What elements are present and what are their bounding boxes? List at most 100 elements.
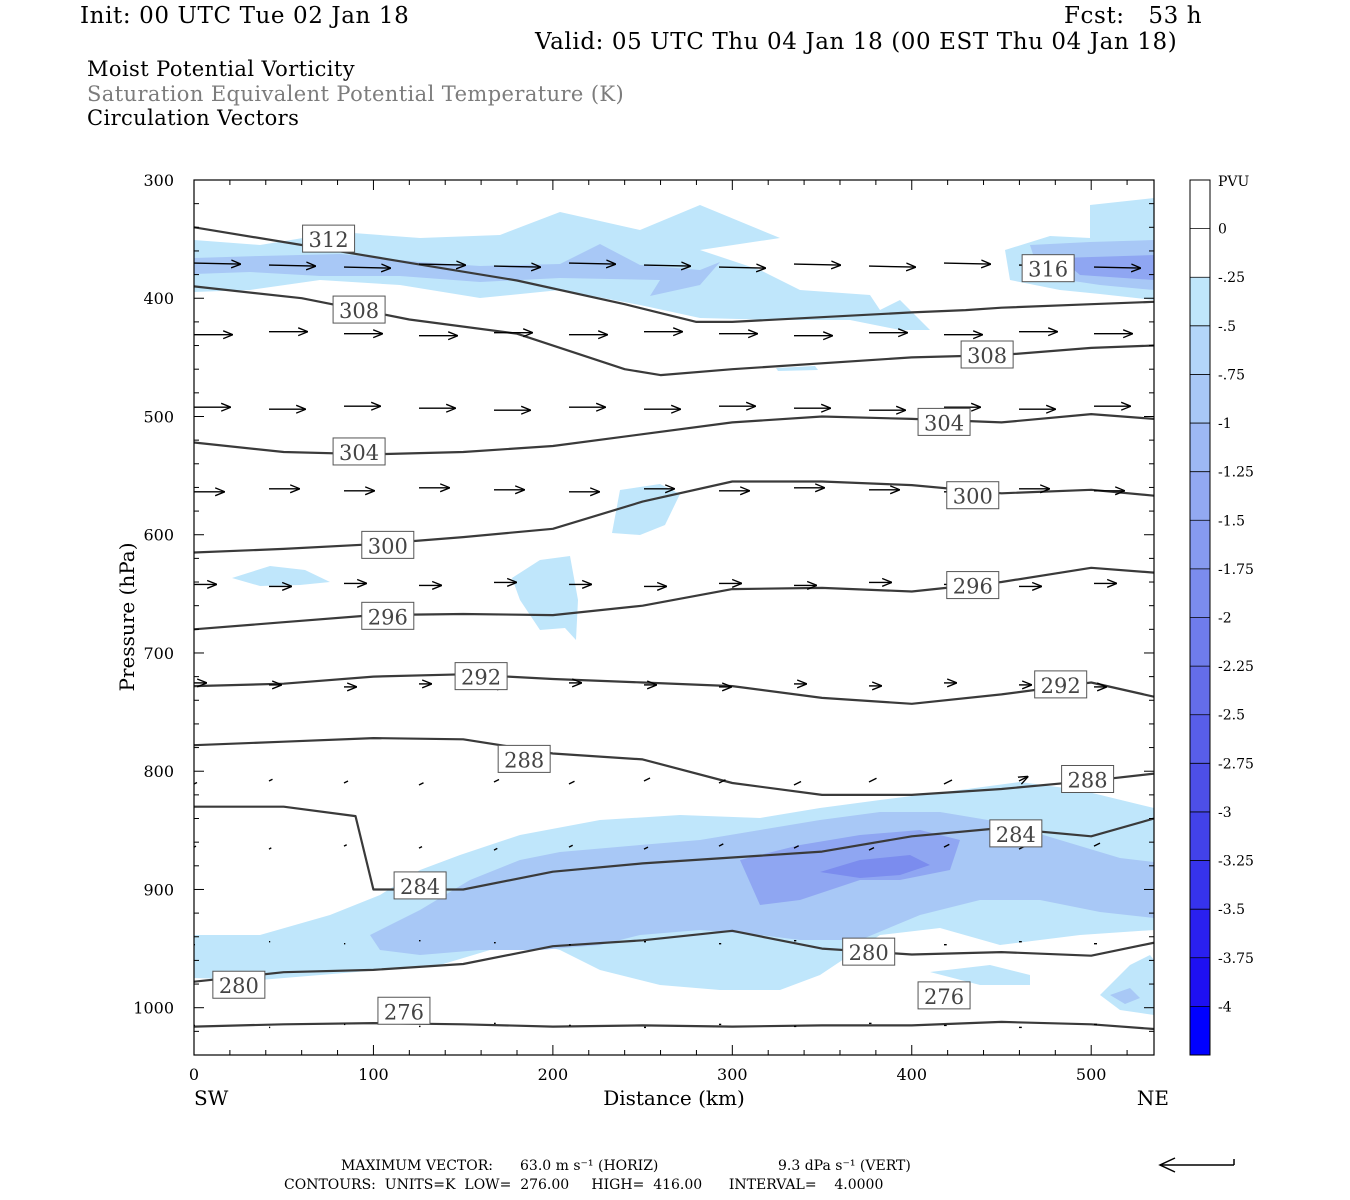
forecast-hour: Fcst: 53 h <box>1064 3 1203 29</box>
colorbar-swatch <box>1190 1006 1210 1056</box>
axes: 0 100 200 300 400 500 300 400 500 600 700 800 900 100… <box>133 171 1154 1084</box>
contour-label-284: 284 <box>393 871 447 900</box>
title-mpv: Moist Potential Vorticity <box>87 57 355 81</box>
pv-fill-lower-d <box>820 855 930 878</box>
svg-text:308: 308 <box>967 344 1007 368</box>
vector-arrow <box>718 779 726 784</box>
contour-line-288 <box>194 737 1154 796</box>
colorbar-swatch <box>1190 180 1210 230</box>
colorbar-swatch <box>1190 228 1210 278</box>
colorbar-title: PVU <box>1218 174 1250 190</box>
svg-text:296: 296 <box>368 605 408 629</box>
contour-label-304: 304 <box>917 407 971 436</box>
contour-label-300: 300 <box>946 481 1000 510</box>
colorbar-level-label: -1 <box>1218 416 1232 432</box>
vector-arrow <box>268 778 273 782</box>
pv-fill-mid <box>612 484 680 535</box>
colorbar-swatch <box>1190 860 1210 910</box>
colorbar-level-label: -.25 <box>1218 270 1245 286</box>
contour-label-300: 300 <box>361 530 415 559</box>
x-axis-title: Distance (km) <box>603 1086 745 1110</box>
colorbar-swatch <box>1190 617 1210 667</box>
pv-fill-surface-3 <box>930 965 1030 985</box>
reference-vector-icon <box>1158 1157 1235 1173</box>
contour-label-308: 308 <box>332 295 386 324</box>
contour-label-292: 292 <box>454 662 508 691</box>
y-tick-label: 300 <box>143 171 174 190</box>
svg-text:292: 292 <box>461 666 501 690</box>
svg-text:300: 300 <box>953 485 993 509</box>
contour-info: CONTOURS: UNITS=K LOW= 276.00 HIGH= 416.… <box>284 1177 884 1193</box>
svg-text:300: 300 <box>368 534 408 558</box>
x-tick-label: 400 <box>896 1065 927 1084</box>
colorbar-swatch <box>1190 471 1210 521</box>
colorbar-level-label: -3.5 <box>1218 902 1245 918</box>
contour-label-288: 288 <box>1061 764 1115 793</box>
x-tick-label: 100 <box>358 1065 389 1084</box>
vector-arrow <box>418 782 424 786</box>
colorbar-level-label: -3.75 <box>1218 951 1254 967</box>
colorbar-level-label: -4 <box>1218 999 1232 1015</box>
svg-text:304: 304 <box>339 441 379 465</box>
contour-label-296: 296 <box>946 571 1000 600</box>
vector-arrow <box>793 845 800 849</box>
colorbar-swatch <box>1190 520 1210 570</box>
x-end-right: NE <box>1137 1086 1169 1110</box>
vector-arrow <box>343 267 390 268</box>
contour-line-300 <box>194 480 1154 554</box>
contour-labels: 312 308 308 304 304 300 300 296 296 292 292 288 288 2… <box>212 224 1115 1025</box>
contour-label-276: 276 <box>917 981 971 1010</box>
vector-arrow <box>268 847 272 850</box>
contour-label-304: 304 <box>332 437 386 466</box>
y-tick-label: 800 <box>143 762 174 781</box>
vector-arrow <box>793 264 840 265</box>
vector-arrow <box>868 266 915 267</box>
vector-arrow <box>1093 842 1101 847</box>
svg-text:276: 276 <box>924 985 964 1009</box>
vector-arrow <box>868 777 877 783</box>
x-tick-label: 0 <box>189 1065 199 1084</box>
vector-arrow <box>568 263 615 264</box>
vector-arrow <box>1019 777 1028 781</box>
svg-text:280: 280 <box>219 974 259 998</box>
svg-text:284: 284 <box>996 823 1036 847</box>
y-tick-label: 900 <box>143 880 174 899</box>
colorbar-swatch <box>1190 568 1210 618</box>
colorbar-level-label: -.5 <box>1218 319 1236 335</box>
colorbar-level-label: 0 <box>1218 222 1227 238</box>
svg-text:304: 304 <box>924 411 964 435</box>
pv-fill-mid3 <box>512 556 578 640</box>
y-tick-label: 500 <box>143 407 174 426</box>
y-tick-label: 700 <box>143 644 174 663</box>
title-vectors: Circulation Vectors <box>87 106 300 130</box>
contour-label-312: 312 <box>302 224 356 253</box>
colorbar-swatch <box>1190 374 1210 424</box>
colorbar-swatch <box>1190 714 1210 764</box>
vector-arrow <box>343 844 348 847</box>
colorbar-level-label: -2.25 <box>1218 659 1254 675</box>
valid-time: Valid: 05 UTC Thu 04 Jan 18 (00 EST Thu … <box>535 29 1178 55</box>
colorbar-level-label: -.75 <box>1218 367 1245 383</box>
contour-label-292: 292 <box>1034 670 1088 699</box>
max-vector-vert: 9.3 dPa s⁻¹ (VERT) <box>778 1158 911 1174</box>
colorbar-swatch <box>1190 763 1210 813</box>
svg-text:280: 280 <box>849 941 889 965</box>
vector-arrow <box>343 780 349 784</box>
colorbar-level-label: -3 <box>1218 805 1232 821</box>
colorbar-level-label: -2.5 <box>1218 708 1245 724</box>
contour-label-308: 308 <box>960 340 1014 369</box>
colorbar-level-label: -1.25 <box>1218 465 1254 481</box>
svg-text:292: 292 <box>1041 674 1081 698</box>
contour-label-280: 280 <box>842 937 896 966</box>
contour-label-276: 276 <box>377 996 431 1025</box>
contour-label-280: 280 <box>212 970 266 999</box>
vector-arrow <box>568 844 574 848</box>
contour-label-288: 288 <box>497 744 551 773</box>
pv-colorbar: 0 -.25 -.5 -.75 -1 -1.25 -1.5 -1.75 -2 -2.25 -2.5 -… <box>1189 179 1254 1056</box>
vector-arrow <box>418 264 465 265</box>
contour-line-276 <box>194 1020 1154 1031</box>
colorbar-level-label: -1.5 <box>1218 513 1245 529</box>
contour-line-296 <box>194 566 1154 631</box>
vector-arrow <box>643 777 651 782</box>
svg-text:288: 288 <box>1068 768 1108 792</box>
